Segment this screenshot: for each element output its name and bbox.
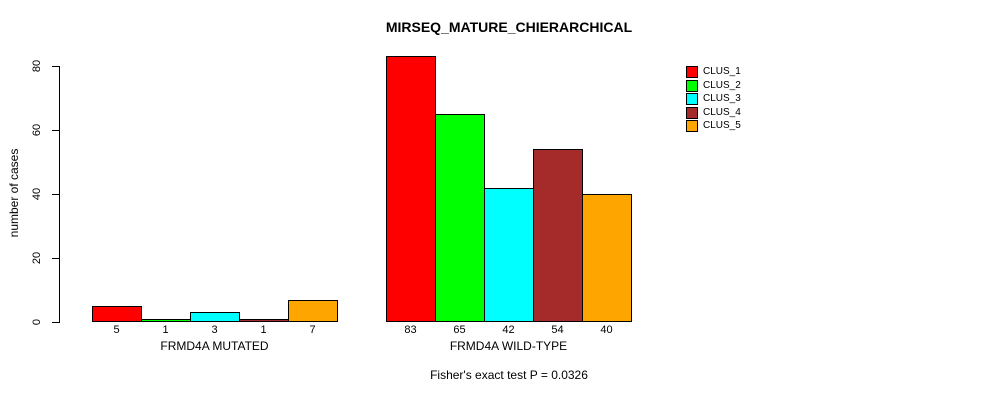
y-tick-label: 20 xyxy=(31,251,43,265)
x-axis-group-label: FRMD4A MUTATED xyxy=(160,339,269,353)
legend-item: CLUS_2 xyxy=(686,79,741,92)
y-tick xyxy=(52,130,59,131)
chart-title: MIRSEQ_MATURE_CHIERARCHICAL xyxy=(385,19,633,35)
bar-value-label: 1 xyxy=(162,324,169,336)
y-tick xyxy=(52,194,59,195)
legend-swatch xyxy=(686,79,698,92)
legend-item: CLUS_4 xyxy=(686,106,741,119)
y-tick xyxy=(52,258,59,259)
x-axis-group-label: FRMD4A WILD-TYPE xyxy=(449,339,568,353)
bar-value-label: 54 xyxy=(551,324,564,336)
legend-swatch xyxy=(686,120,698,132)
legend-label: CLUS_3 xyxy=(703,93,741,104)
legend-label: CLUS_5 xyxy=(703,120,741,131)
y-tick-label: 40 xyxy=(31,187,43,201)
bar-value-label: 65 xyxy=(453,324,466,336)
legend-item: CLUS_5 xyxy=(686,120,741,132)
bar xyxy=(288,300,338,322)
y-axis-label: number of cases xyxy=(7,148,21,238)
bar-value-label: 5 xyxy=(113,324,120,336)
bar xyxy=(239,319,289,322)
y-axis-line xyxy=(59,66,60,323)
y-tick-label: 80 xyxy=(31,59,43,73)
bar xyxy=(92,306,142,322)
legend-label: CLUS_2 xyxy=(703,79,741,91)
bar xyxy=(484,188,534,322)
bar xyxy=(435,114,485,322)
y-tick xyxy=(52,322,59,323)
bar xyxy=(386,56,436,322)
fisher-test-annotation: Fisher's exact test P = 0.0326 xyxy=(430,368,588,382)
bar xyxy=(190,312,240,322)
legend-item: CLUS_1 xyxy=(686,66,741,78)
legend-swatch xyxy=(686,66,698,78)
bar-value-label: 83 xyxy=(404,324,417,336)
legend-label: CLUS_1 xyxy=(703,66,741,77)
bar xyxy=(533,149,583,322)
bar xyxy=(582,194,632,322)
y-tick xyxy=(52,66,59,67)
bar-value-label: 42 xyxy=(502,324,515,336)
legend-swatch xyxy=(686,93,698,105)
bar-value-label: 3 xyxy=(211,324,218,336)
legend-item: CLUS_3 xyxy=(686,93,741,105)
bar-value-label: 7 xyxy=(309,324,316,336)
y-tick-label: 60 xyxy=(31,123,43,137)
legend-swatch xyxy=(686,106,698,119)
bar-value-label: 1 xyxy=(260,324,267,336)
y-tick-label: 0 xyxy=(31,318,43,326)
bar xyxy=(141,319,191,322)
bar-value-label: 40 xyxy=(600,324,613,336)
legend-label: CLUS_4 xyxy=(703,106,741,118)
